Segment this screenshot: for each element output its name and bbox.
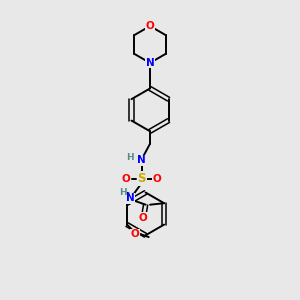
Text: S: S bbox=[137, 172, 146, 185]
Text: O: O bbox=[131, 229, 140, 239]
Text: O: O bbox=[153, 173, 161, 184]
Text: O: O bbox=[122, 173, 130, 184]
Text: O: O bbox=[146, 21, 154, 31]
Text: N: N bbox=[146, 58, 154, 68]
Text: N: N bbox=[126, 193, 135, 203]
Text: H: H bbox=[119, 188, 127, 197]
Text: N: N bbox=[137, 155, 146, 165]
Text: H: H bbox=[127, 153, 134, 162]
Text: O: O bbox=[139, 213, 148, 223]
